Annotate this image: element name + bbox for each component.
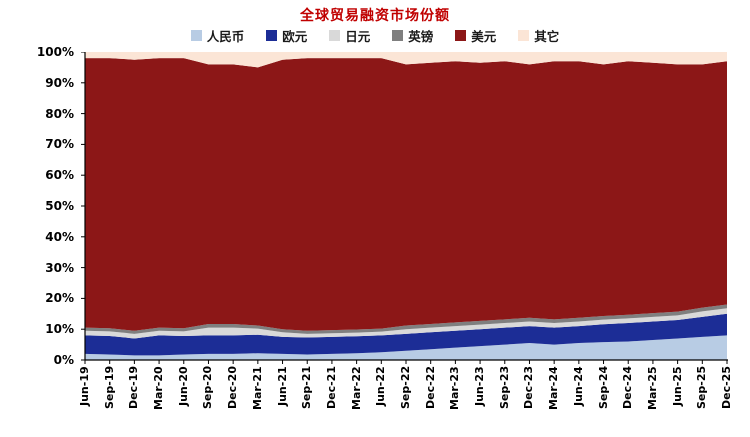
- legend-item-jpy: 日元: [329, 26, 370, 45]
- y-axis-tick-label: 60%: [45, 168, 74, 183]
- legend-label-euro: 欧元: [282, 29, 308, 44]
- x-axis-tick-label: Jun-24: [571, 366, 585, 406]
- x-axis-tick-label: Sep-19: [102, 366, 116, 410]
- x-axis-tick-label: Mar-22: [349, 366, 363, 410]
- legend-label-gbp: 英镑: [408, 29, 434, 44]
- x-axis-tick-label: Jun-20: [176, 366, 190, 406]
- x-axis-tick-label: Sep-20: [201, 366, 215, 410]
- area-band-other: [85, 52, 727, 68]
- x-axis-tick-label: Sep-25: [695, 366, 709, 410]
- x-axis-tick-label: Dec-19: [127, 366, 141, 409]
- x-axis-tick-label: Jun-21: [275, 366, 289, 406]
- x-axis-tick-label: Mar-20: [152, 366, 166, 410]
- x-axis-tick-label: Dec-24: [621, 366, 635, 409]
- x-axis-tick-label: Mar-21: [250, 366, 264, 410]
- x-axis-tick-label: Dec-22: [423, 366, 437, 409]
- legend-swatch-jpy: [329, 30, 341, 41]
- x-axis-tick-label: Jun-23: [473, 366, 487, 406]
- area-band-rmb: [85, 335, 727, 360]
- y-axis-tick-label: 10%: [45, 322, 74, 337]
- x-axis-tick-label: Jun-19: [78, 366, 91, 406]
- y-axis-tick-label: 90%: [45, 75, 74, 90]
- area-band-gbp: [85, 304, 727, 334]
- legend-item-usd: 美元: [455, 26, 496, 45]
- area-band-jpy: [85, 308, 727, 339]
- legend-item-rmb: 人民币: [190, 26, 245, 45]
- legend-swatch-gbp: [392, 30, 404, 41]
- x-axis-tick-label: Mar-25: [645, 366, 659, 410]
- chart-title: 全球贸易融资市场份额: [300, 8, 450, 24]
- area-band-euro: [85, 313, 727, 356]
- y-axis-tick-label: 0%: [53, 353, 74, 367]
- x-axis-tick-label: Dec-25: [720, 366, 733, 409]
- y-axis-tick-label: 20%: [45, 291, 74, 306]
- y-axis-tick-label: 100%: [36, 45, 74, 59]
- x-axis-tick-label: Sep-21: [300, 366, 314, 410]
- x-axis-tick-label: Sep-24: [596, 366, 610, 410]
- x-axis-tick-label: Mar-24: [547, 366, 561, 410]
- x-axis-tick-label: Sep-22: [399, 366, 412, 410]
- legend-swatch-other: [518, 30, 530, 41]
- x-axis-tick-label: Jun-25: [670, 366, 684, 406]
- legend-swatch-euro: [266, 30, 278, 41]
- chart-legend: 人民币 欧元 日元 英镑 美元 其它: [0, 26, 750, 45]
- legend-item-gbp: 英镑: [392, 26, 433, 45]
- legend-label-other: 其它: [534, 29, 560, 44]
- legend-label-rmb: 人民币: [206, 29, 245, 44]
- y-axis-tick-label: 40%: [45, 229, 74, 244]
- x-axis-tick-label: Jun-22: [374, 366, 388, 406]
- legend-label-jpy: 日元: [345, 29, 371, 44]
- y-axis-tick-label: 70%: [45, 137, 74, 152]
- legend-label-usd: 美元: [471, 29, 497, 44]
- x-axis-tick-label: Mar-23: [448, 366, 462, 410]
- legend-swatch-usd: [455, 30, 467, 41]
- legend-item-other: 其它: [518, 26, 559, 45]
- x-axis-tick-label: Dec-20: [226, 366, 240, 409]
- legend-item-euro: 欧元: [266, 26, 307, 45]
- area-band-usd: [85, 58, 727, 331]
- x-axis-tick-label: Sep-23: [497, 366, 511, 410]
- plot-area: [81, 52, 728, 364]
- legend-swatch-rmb: [190, 30, 202, 41]
- y-axis-tick-label: 80%: [45, 106, 74, 121]
- y-axis-tick-label: 50%: [45, 199, 74, 213]
- x-axis-tick-label: Dec-21: [324, 366, 338, 409]
- x-axis-tick-label: Dec-23: [522, 366, 536, 409]
- y-axis-tick-label: 30%: [45, 260, 74, 275]
